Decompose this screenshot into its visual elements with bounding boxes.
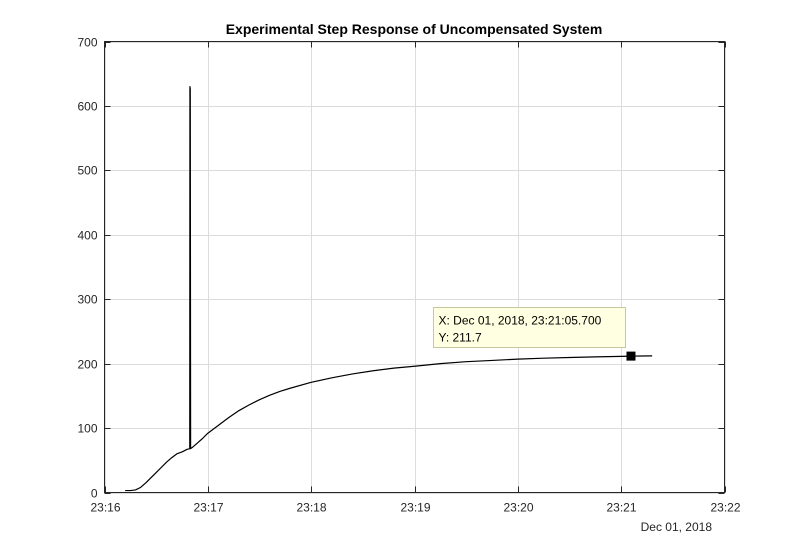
datatip-x-text: X: Dec 01, 2018, 23:21:05.700 — [439, 314, 602, 328]
chart-title: Experimental Step Response of Uncompensa… — [226, 21, 603, 37]
axes-box — [104, 41, 725, 493]
plot-lines — [125, 85, 653, 492]
x-tick-label: 23:17 — [193, 501, 223, 515]
data-tip[interactable]: X: Dec 01, 2018, 23:21:05.700 Y: 211.7 — [433, 307, 636, 361]
x-tick-label: 23:16 — [90, 501, 120, 515]
x-tick-label: 23:19 — [400, 501, 430, 515]
y-tick-label: 200 — [77, 358, 97, 372]
grid — [104, 41, 726, 494]
axis-ticks — [104, 41, 726, 494]
y-tick-label: 300 — [77, 293, 97, 307]
x-tick-label: 23:21 — [606, 501, 636, 515]
y-tick-label: 700 — [77, 36, 97, 50]
y-tick-label: 400 — [77, 229, 97, 243]
datatip-marker — [626, 351, 636, 361]
datatip-box — [433, 307, 626, 348]
y-tick-label: 500 — [77, 164, 97, 178]
x-axis-date-label: Dec 01, 2018 — [641, 520, 713, 534]
x-tick-label: 23:18 — [296, 501, 326, 515]
datatip-y-text: Y: 211.7 — [439, 331, 482, 345]
y-tick-label: 0 — [91, 487, 98, 501]
y-tick-label: 100 — [77, 422, 97, 436]
series-line — [125, 85, 653, 492]
axis-tick-labels: 23:16 23:17 23:18 23:19 23:20 23:21 23:22 0 100 2… — [77, 36, 740, 515]
y-tick-label: 600 — [77, 100, 97, 114]
x-tick-label: 23:20 — [503, 501, 533, 515]
x-tick-label: 23:22 — [710, 501, 740, 515]
